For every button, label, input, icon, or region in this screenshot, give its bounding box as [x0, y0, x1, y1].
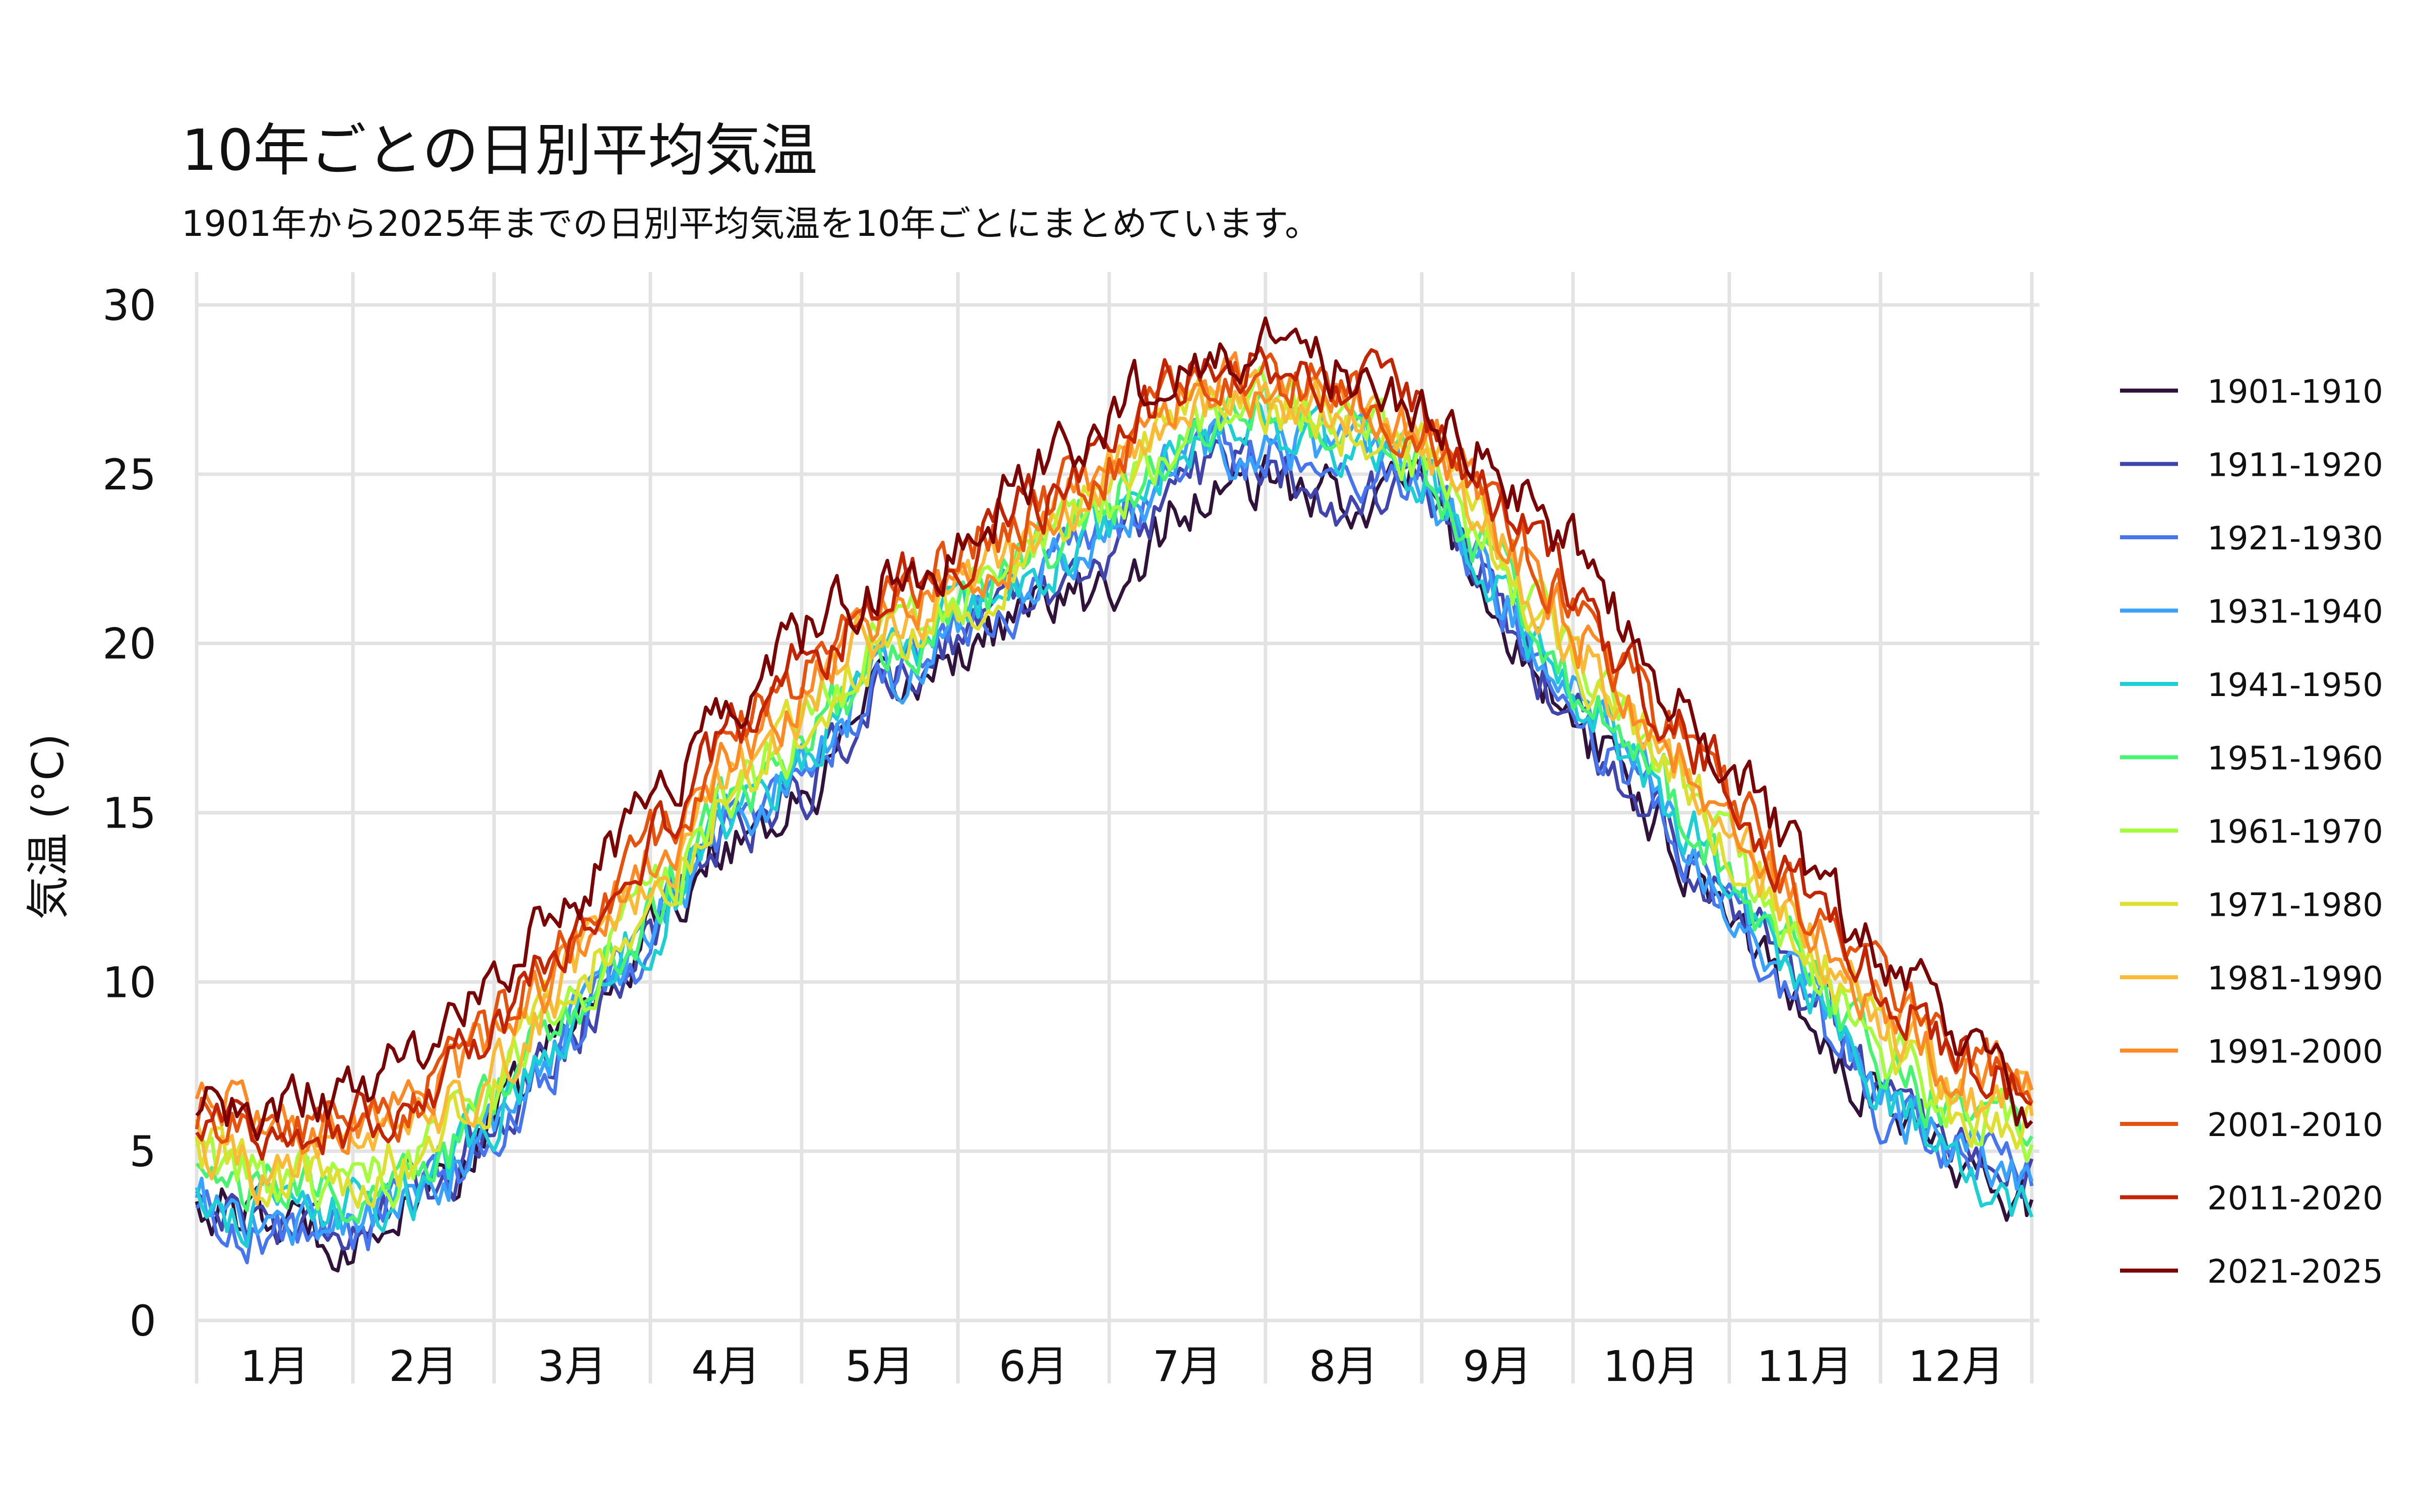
legend-label: 1911-1920	[2207, 447, 2383, 484]
series-line-1961-1970	[195, 365, 2034, 1211]
y-tick-label: 5	[130, 1127, 156, 1176]
y-axis-label: 気温 (°C)	[23, 733, 74, 920]
series-line-2021-2025	[195, 316, 2033, 1142]
legend-label: 2021-2025	[2207, 1253, 2383, 1291]
grid-lines	[195, 272, 2039, 1383]
y-tick-label: 20	[102, 619, 156, 669]
legend-label: 1971-1980	[2207, 887, 2383, 924]
x-tick-label: 10月	[1603, 1342, 1700, 1391]
x-tick-label: 9月	[1463, 1342, 1532, 1391]
x-tick-label: 12月	[1908, 1342, 2005, 1391]
y-tick-label: 30	[102, 281, 156, 330]
x-tick-labels: 1月 2月 3月 4月 5月 6月 7月 8月 9月 10月 11月 12月	[240, 1342, 2004, 1391]
x-tick-label: 3月	[537, 1342, 607, 1391]
x-tick-label: 5月	[845, 1342, 914, 1391]
legend-label: 1961-1970	[2207, 813, 2383, 851]
y-tick-label: 0	[130, 1296, 156, 1346]
legend-label: 1901-1910	[2207, 373, 2383, 411]
legend-label: 1931-1940	[2207, 594, 2383, 631]
chart-subtitle: 1901年から2025年までの日別平均気温を10年ごとにまとめています。	[182, 203, 1320, 244]
x-tick-label: 6月	[999, 1342, 1068, 1391]
x-tick-label: 4月	[691, 1342, 760, 1391]
x-tick-label: 11月	[1757, 1342, 1853, 1391]
series-lines	[195, 316, 2034, 1273]
legend-label: 1981-1990	[2207, 960, 2383, 997]
legend-label: 1951-1960	[2207, 740, 2383, 778]
y-tick-label: 15	[102, 789, 156, 838]
series-line-2011-2020	[195, 346, 2033, 1161]
y-tick-label: 10	[102, 958, 156, 1007]
legend-label: 2001-2010	[2207, 1107, 2383, 1144]
x-tick-label: 1月	[240, 1342, 309, 1391]
y-tick-labels: 0 5 10 15 20 25 30	[102, 281, 156, 1346]
series-line-1931-1940	[195, 413, 2034, 1246]
legend-label: 2011-2020	[2207, 1180, 2383, 1218]
y-tick-label: 25	[102, 450, 156, 499]
x-tick-label: 2月	[389, 1342, 458, 1391]
x-tick-label: 8月	[1309, 1342, 1378, 1391]
chart-title: 10年ごとの日別平均気温	[182, 118, 818, 183]
series-line-1981-1990	[195, 368, 2034, 1206]
x-tick-label: 7月	[1153, 1342, 1222, 1391]
legend: 1901-1910 1911-1920 1921-1930 1931-1940 1941…	[2120, 373, 2383, 1291]
legend-label: 1991-2000	[2207, 1034, 2383, 1071]
legend-label: 1941-1950	[2207, 667, 2383, 704]
series-line-2001-2010	[195, 352, 2034, 1147]
legend-label: 1921-1930	[2207, 520, 2383, 557]
